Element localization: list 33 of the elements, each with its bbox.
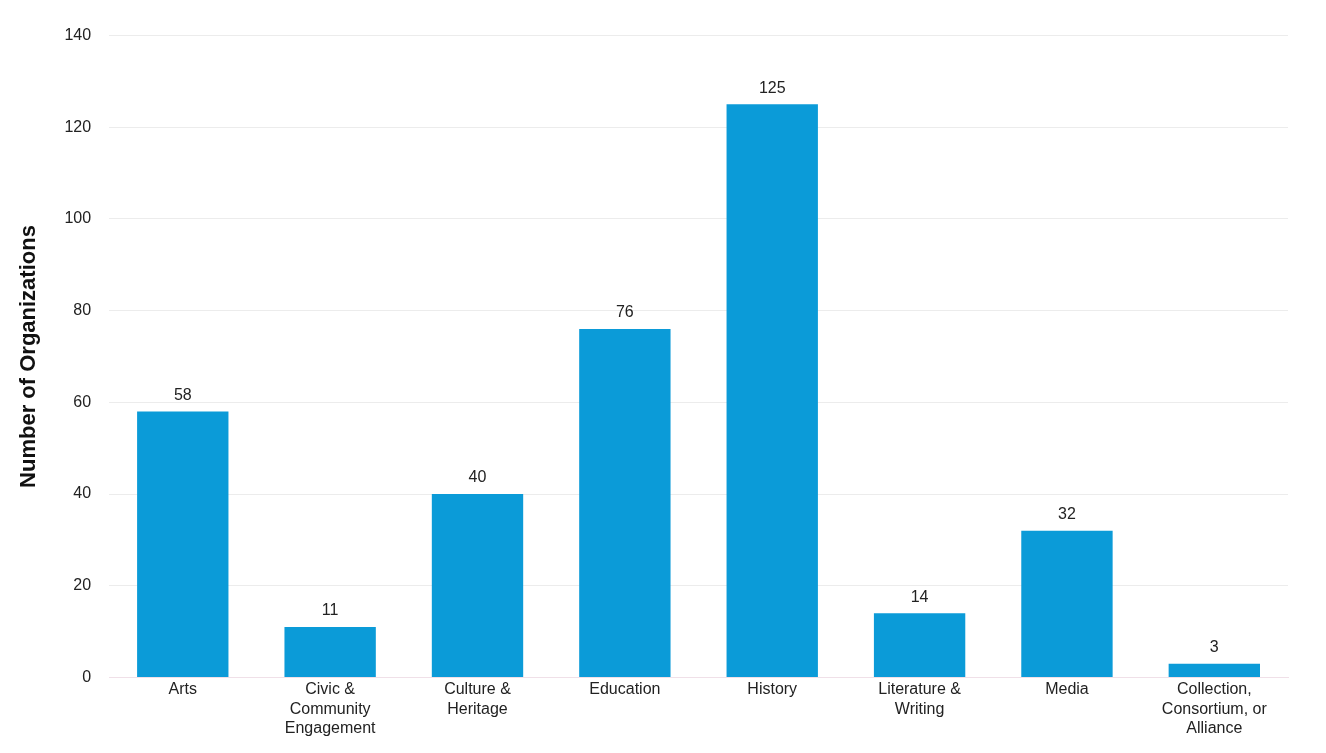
x-tick-label: Media [1045,680,1089,698]
y-tick-label: 80 [73,301,92,319]
y-tick-label: 40 [73,484,92,502]
bar [431,494,524,677]
data-label: 14 [910,587,929,605]
bar [726,104,818,677]
data-label: 32 [1058,505,1076,523]
x-tick-label: Culture & Heritage [444,680,512,717]
data-label: 11 [321,601,339,619]
x-tick-label: History [747,680,798,698]
x-tick-label: Arts [168,680,197,698]
bar [579,328,671,677]
bar [1021,530,1113,677]
bar [137,411,229,677]
bar [284,626,376,677]
y-tick-label: 140 [64,26,92,44]
y-tick-label: 0 [82,667,92,685]
x-tick-label: Literature & Writing [878,680,962,717]
data-label: 40 [468,468,487,486]
x-tick-label: Education [589,680,661,698]
data-label: 58 [173,385,192,403]
data-label: 76 [615,303,634,321]
y-tick-label: 20 [73,576,92,594]
x-tick-label: Collection, Consortium, or Alliance [1161,680,1268,736]
bar [1168,663,1260,677]
y-tick-label: 120 [64,117,92,135]
data-label: 3 [1209,638,1219,656]
y-tick-label: 100 [64,209,92,227]
x-tick-label: Civic & Community Engagement [284,680,377,736]
bar [873,613,966,677]
data-label: 125 [758,78,786,96]
y-axis-title: Number of Organizations [15,225,41,488]
y-tick-label: 60 [73,392,92,410]
